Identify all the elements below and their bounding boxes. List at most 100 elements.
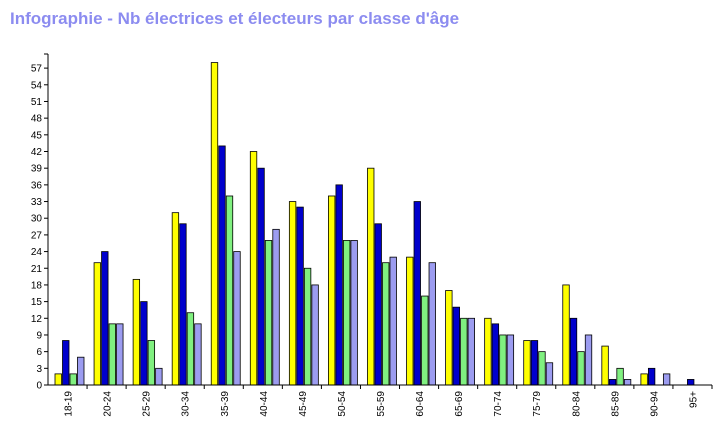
- bar-series-3-35-39: [225, 195, 234, 386]
- bar-series-3-20-24: [108, 323, 116, 386]
- bar-series-4-50-54: [350, 240, 358, 386]
- x-tick-label: 60-64: [415, 391, 426, 417]
- bar-series-2-35-39: [218, 145, 226, 386]
- y-tick-label: 36: [31, 180, 43, 191]
- bar-series-1-20-24: [93, 262, 101, 386]
- y-tick-label: 45: [31, 130, 43, 141]
- bar-series-3-65-69: [460, 317, 468, 386]
- bar-series-2-55-59: [374, 223, 382, 386]
- bars-layer: [54, 62, 695, 386]
- bar-series-2-20-24: [101, 251, 109, 386]
- x-tick-label: 80-84: [571, 391, 582, 417]
- bar-series-1-25-29: [132, 278, 141, 386]
- bar-series-3-60-64: [421, 295, 429, 386]
- chart-title: Infographie - Nb électrices et électeurs…: [10, 9, 460, 28]
- bar-series-3-30-34: [186, 312, 195, 386]
- bar-series-2-85-89: [608, 379, 617, 386]
- bar-series-1-55-59: [367, 167, 375, 386]
- bar-series-2-25-29: [140, 301, 148, 386]
- x-tick-label: 90-94: [649, 391, 660, 417]
- bar-series-1-90-94: [640, 373, 648, 386]
- bar-series-2-30-34: [179, 223, 187, 386]
- bar-series-4-18-19: [77, 356, 85, 386]
- bar-series-4-20-24: [116, 323, 124, 386]
- bar-series-1-50-54: [328, 195, 336, 386]
- y-tick-label: 18: [31, 280, 43, 291]
- y-tick-label: 9: [36, 330, 42, 341]
- bar-series-2-45-49: [296, 206, 304, 386]
- x-tick-label: 45-49: [298, 391, 309, 417]
- bar-series-2-75-79: [530, 340, 539, 386]
- bar-series-1-65-69: [445, 290, 453, 386]
- y-tick-label: 48: [31, 114, 43, 125]
- bar-series-1-35-39: [210, 62, 219, 386]
- x-tick-label: 55-59: [376, 391, 387, 417]
- bar-series-1-75-79: [523, 340, 531, 386]
- bar-series-4-25-29: [155, 367, 163, 386]
- y-tick-label: 33: [31, 197, 43, 208]
- bar-series-3-70-74: [499, 334, 507, 386]
- bar-series-4-90-94: [662, 373, 671, 386]
- x-tick-label: 30-34: [181, 391, 192, 417]
- bar-series-1-80-84: [562, 284, 570, 386]
- bar-series-2-95+: [687, 379, 695, 386]
- x-tick-label: 18-19: [64, 391, 75, 417]
- bar-series-2-70-74: [491, 323, 500, 386]
- bar-series-2-50-54: [335, 184, 343, 386]
- bar-series-1-40-44: [249, 151, 258, 386]
- y-tick-label: 3: [36, 364, 42, 375]
- bar-series-2-90-94: [647, 367, 656, 386]
- x-tick-label: 20-24: [103, 391, 114, 417]
- y-tick-label: 51: [31, 97, 43, 108]
- y-tick-label: 0: [36, 381, 42, 392]
- x-tick-label: 85-89: [610, 391, 621, 417]
- x-tick-label: 65-69: [454, 391, 465, 417]
- x-tick-label: 50-54: [337, 391, 348, 417]
- bar-series-4-60-64: [428, 262, 436, 386]
- bar-series-3-80-84: [577, 351, 585, 386]
- bar-series-3-55-59: [382, 262, 390, 386]
- y-tick-label: 57: [31, 64, 43, 75]
- y-tick-label: 24: [31, 247, 43, 258]
- bar-series-4-30-34: [194, 323, 202, 386]
- y-tick-label: 15: [31, 297, 43, 308]
- bar-series-3-18-19: [69, 373, 77, 386]
- bar-series-1-30-34: [171, 212, 180, 386]
- y-tick-label: 54: [31, 80, 43, 91]
- bar-series-4-55-59: [389, 256, 397, 386]
- bar-series-4-75-79: [545, 362, 554, 386]
- bar-series-4-65-69: [467, 317, 475, 386]
- y-tick-label: 30: [31, 214, 43, 225]
- bar-series-4-40-44: [272, 228, 280, 386]
- y-tick-label: 6: [36, 347, 42, 358]
- bar-series-3-50-54: [343, 240, 351, 386]
- x-tick-label: 75-79: [532, 391, 543, 417]
- bar-series-1-85-89: [601, 345, 609, 386]
- bar-series-4-80-84: [584, 334, 593, 386]
- bar-series-2-65-69: [452, 306, 460, 386]
- bar-series-3-85-89: [616, 367, 624, 386]
- x-tick-label: 70-74: [493, 391, 504, 417]
- y-tick-label: 12: [31, 314, 43, 325]
- y-tick-label: 27: [31, 230, 43, 241]
- bar-series-4-85-89: [623, 379, 632, 386]
- bar-series-3-25-29: [147, 340, 156, 386]
- bar-series-1-70-74: [484, 317, 492, 386]
- bar-series-3-45-49: [303, 267, 312, 386]
- x-tick-label: 35-39: [220, 391, 231, 417]
- bar-series-1-60-64: [406, 256, 414, 386]
- y-tick-label: 42: [31, 147, 43, 158]
- bar-series-3-75-79: [538, 351, 546, 386]
- x-axis-ticks: 18-19 20-24 25-29 30-34 35-39 40-44 45-49 50-54…: [64, 385, 713, 417]
- bar-series-3-40-44: [264, 240, 273, 386]
- y-tick-label: 21: [31, 264, 43, 275]
- x-tick-label: 25-29: [142, 391, 153, 417]
- bar-series-4-35-39: [233, 251, 241, 386]
- x-tick-label: 40-44: [259, 391, 270, 417]
- bar-series-1-18-19: [54, 373, 62, 386]
- bar-series-4-45-49: [311, 284, 319, 386]
- y-tick-label: 39: [31, 164, 43, 175]
- bar-series-2-40-44: [257, 167, 265, 386]
